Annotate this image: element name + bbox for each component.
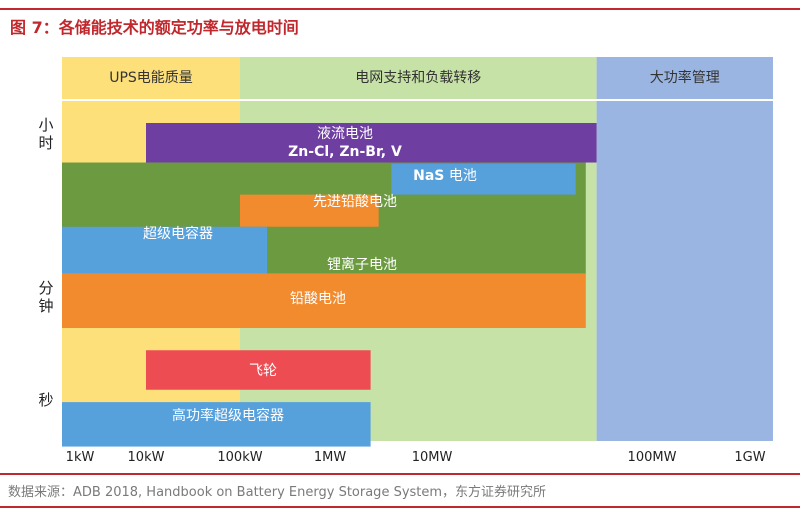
bar: [240, 194, 379, 227]
bar: [146, 123, 597, 163]
source-note: 数据来源：ADB 2018, Handbook on Battery Energ…: [8, 485, 547, 500]
bar: [391, 163, 576, 195]
bar-label: 锂离子电池: [327, 256, 397, 273]
x-tick-label: 1kW: [66, 450, 95, 465]
bar: [62, 226, 268, 274]
x-tick-label: 100kW: [217, 450, 262, 465]
bar: [62, 273, 586, 329]
x-tick-label: 1GW: [734, 450, 765, 465]
x-tick-label: 1MW: [314, 450, 346, 465]
bar: [62, 402, 371, 447]
labels-layer: 锂离子电池 液流电池 Zn-Cl, Zn-Br, V NaS 电池先进铅酸电池超级电容…: [143, 126, 477, 424]
zone-label: 电网支持和负载转移: [355, 70, 481, 86]
page-title: 图 7：各储能技术的额定功率与放电时间: [10, 18, 299, 37]
y-label: 秒: [38, 391, 53, 409]
bar-label: 先进铅酸电池: [313, 194, 397, 210]
zone-bg: [596, 57, 773, 441]
bar-label: NaS 电池: [413, 168, 477, 184]
x-tick-label: 10kW: [128, 450, 165, 465]
bar-label: 飞轮: [249, 363, 277, 379]
zone-label: 大功率管理: [650, 69, 720, 86]
zone-label: UPS电能质量: [109, 70, 193, 86]
bar-sublabel: Zn-Cl, Zn-Br, V: [288, 144, 402, 160]
y-label: 小时: [38, 116, 53, 152]
top-rule: [0, 8, 800, 10]
y-label: 分钟: [38, 279, 53, 315]
bar-label: 液流电池: [317, 126, 373, 142]
bar-label: 高功率超级电容器: [172, 407, 284, 424]
bar-label: 超级电容器: [143, 225, 213, 242]
x-tick-label: 100MW: [628, 450, 677, 465]
bar-label: 铅酸电池: [290, 291, 346, 307]
bars-layer: [62, 123, 597, 447]
bar: [146, 350, 371, 390]
x-tick-label: 10MW: [412, 450, 453, 465]
source-rule: [0, 473, 800, 475]
bottom-rule: [0, 506, 800, 508]
